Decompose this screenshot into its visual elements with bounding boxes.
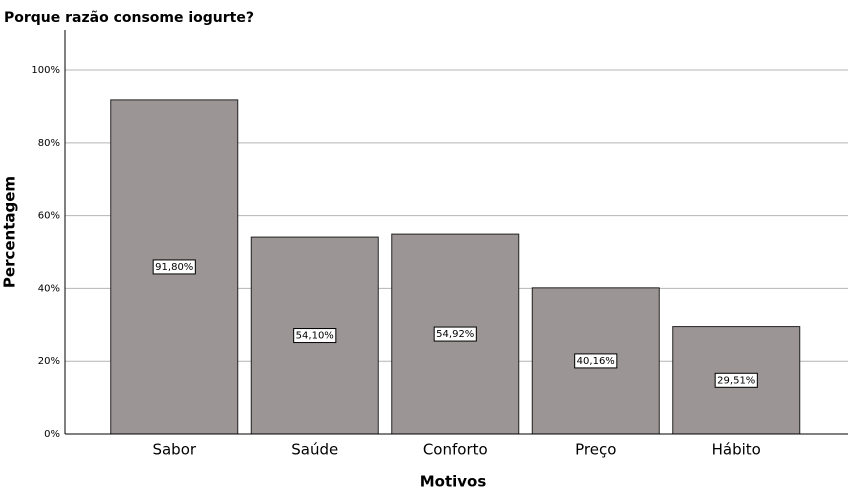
value-label-box: [293, 328, 337, 344]
y-tick-label: 100%: [31, 65, 60, 76]
value-label: 29,51%: [717, 375, 755, 386]
y-tick-label: 40%: [38, 283, 60, 294]
x-axis-label: Motivos: [420, 473, 487, 491]
x-tick-label: Preço: [575, 441, 616, 459]
x-tick-label: Conforto: [423, 441, 488, 459]
chart-title: Porque razão consome iogurte?: [4, 10, 254, 26]
y-tick-label: 60%: [38, 211, 60, 222]
y-axis-label: Percentagem: [1, 176, 19, 288]
y-tick-label: 20%: [38, 356, 60, 367]
value-label: 91,80%: [155, 262, 193, 273]
value-label-box: [714, 372, 758, 388]
value-label: 40,16%: [577, 356, 615, 367]
value-label: 54,10%: [296, 331, 334, 342]
value-label-box: [433, 326, 477, 342]
y-tick-label: 80%: [38, 138, 60, 149]
x-tick-label: Sabor: [152, 441, 196, 459]
x-tick-label: Saúde: [291, 441, 338, 459]
value-label-box: [152, 259, 196, 275]
value-label-box: [574, 353, 618, 369]
y-tick-label: 0%: [44, 429, 60, 440]
value-label: 54,92%: [436, 329, 474, 340]
x-tick-label: Hábito: [712, 441, 761, 459]
